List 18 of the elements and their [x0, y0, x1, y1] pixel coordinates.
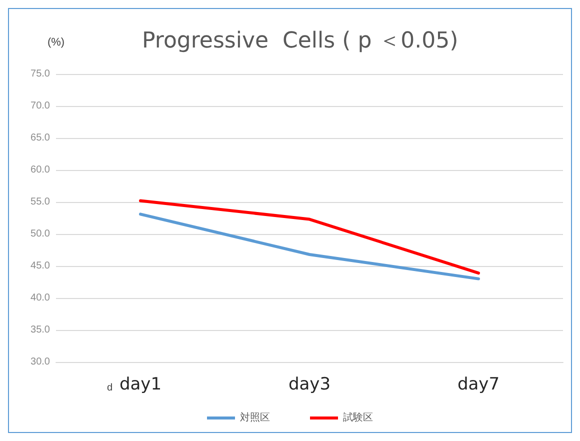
y-tick-label: 55.0	[30, 196, 50, 208]
y-tick-label: 70.0	[30, 100, 50, 112]
y-tick-label: 65.0	[30, 132, 50, 144]
y-tick-label: 30.0	[30, 356, 50, 368]
legend-label: 対照区	[240, 412, 270, 424]
x-tick-label: day3	[288, 374, 331, 394]
y-axis-title: (%)	[47, 36, 65, 48]
y-tick-label: 60.0	[30, 164, 50, 176]
x-tick-label: day1	[119, 374, 162, 394]
y-tick-label: 35.0	[30, 324, 50, 336]
y-tick-label: 40.0	[30, 292, 50, 304]
text: d	[107, 382, 113, 394]
x-tick-label: day7	[457, 374, 500, 394]
y-tick-label: 75.0	[30, 68, 50, 80]
y-tick-label: 45.0	[30, 260, 50, 272]
legend-label: 試験区	[343, 412, 373, 424]
chart-title: Progressive Cells ( p ＜0.05)	[142, 28, 458, 54]
y-tick-label: 50.0	[30, 228, 50, 240]
